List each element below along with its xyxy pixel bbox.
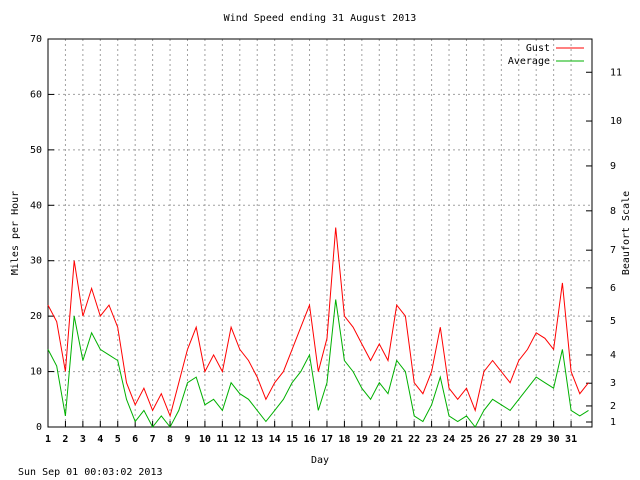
x-tick-label: 7 bbox=[150, 434, 156, 445]
x-axis-label: Day bbox=[311, 455, 329, 466]
x-tick-label: 20 bbox=[373, 434, 385, 445]
y-axis-label: Miles per Hour bbox=[10, 191, 21, 275]
x-tick-label: 28 bbox=[513, 434, 525, 445]
y2-tick-label: 10 bbox=[610, 116, 622, 127]
x-tick-label: 4 bbox=[97, 434, 103, 445]
x-tick-label: 27 bbox=[495, 434, 507, 445]
x-tick-label: 11 bbox=[216, 434, 228, 445]
x-tick-label: 2 bbox=[62, 434, 68, 445]
x-tick-label: 29 bbox=[530, 434, 542, 445]
x-tick-label: 25 bbox=[460, 434, 472, 445]
x-tick-label: 21 bbox=[391, 434, 403, 445]
x-tick-label: 1 bbox=[45, 434, 51, 445]
y2-tick-label: 9 bbox=[610, 161, 616, 172]
x-tick-label: 26 bbox=[478, 434, 490, 445]
y-tick-label: 10 bbox=[30, 367, 42, 378]
y2-tick-label: 7 bbox=[610, 245, 616, 256]
y2-tick-label: 2 bbox=[610, 401, 616, 412]
y-tick-label: 50 bbox=[30, 145, 42, 156]
y-tick-label: 20 bbox=[30, 311, 42, 322]
y2-axis-label: Beaufort Scale bbox=[621, 191, 632, 275]
x-tick-label: 24 bbox=[443, 434, 455, 445]
y-tick-label: 30 bbox=[30, 256, 42, 267]
x-tick-label: 5 bbox=[115, 434, 121, 445]
x-tick-label: 13 bbox=[251, 434, 263, 445]
y2-tick-label: 6 bbox=[610, 283, 616, 294]
y2-tick-label: 4 bbox=[610, 350, 616, 361]
x-tick-label: 30 bbox=[548, 434, 560, 445]
x-tick-label: 23 bbox=[426, 434, 438, 445]
y2-tick-label: 11 bbox=[610, 67, 622, 78]
y2-tick-label: 1 bbox=[610, 417, 616, 428]
x-tick-label: 19 bbox=[356, 434, 368, 445]
x-tick-label: 10 bbox=[199, 434, 211, 445]
y-tick-label: 60 bbox=[30, 89, 42, 100]
series-line bbox=[47, 227, 589, 418]
x-tick-label: 9 bbox=[184, 434, 190, 445]
x-tick-label: 17 bbox=[321, 434, 333, 445]
y-tick-label: 40 bbox=[30, 200, 42, 211]
footer-timestamp: Sun Sep 01 00:03:02 2013 bbox=[18, 467, 163, 478]
x-tick-label: 15 bbox=[286, 434, 298, 445]
x-tick-label: 8 bbox=[167, 434, 173, 445]
y2-tick-label: 8 bbox=[610, 206, 616, 217]
x-tick-label: 22 bbox=[408, 434, 420, 445]
legend-label: Gust bbox=[526, 43, 550, 54]
x-tick-label: 31 bbox=[565, 434, 577, 445]
plot-border bbox=[47, 38, 593, 428]
y-tick-label: 70 bbox=[30, 34, 42, 45]
x-tick-label: 16 bbox=[304, 434, 316, 445]
x-tick-label: 6 bbox=[132, 434, 138, 445]
y2-tick-label: 3 bbox=[610, 378, 616, 389]
x-tick-label: 18 bbox=[338, 434, 350, 445]
legend-label: Average bbox=[508, 56, 550, 67]
y-tick-label: 0 bbox=[36, 422, 42, 433]
x-tick-label: 14 bbox=[269, 434, 281, 445]
series-line bbox=[47, 299, 589, 428]
x-tick-label: 3 bbox=[80, 434, 86, 445]
y2-tick-label: 5 bbox=[610, 316, 616, 327]
chart-title: Wind Speed ending 31 August 2013 bbox=[224, 13, 417, 24]
x-tick-label: 12 bbox=[234, 434, 246, 445]
